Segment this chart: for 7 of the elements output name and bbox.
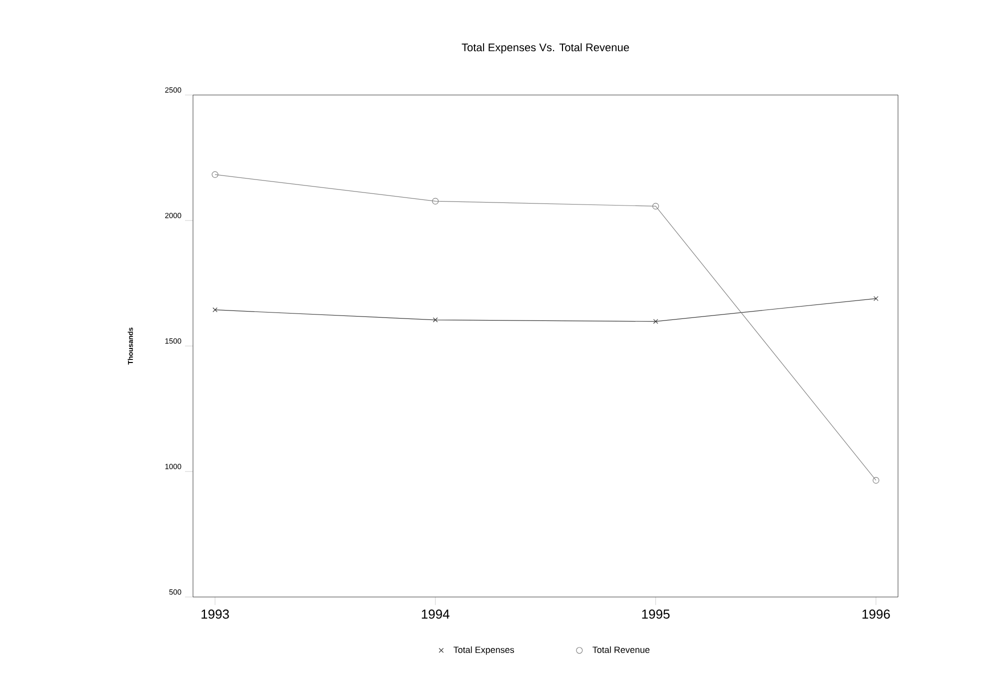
x-tick-label: 1996 [862, 610, 890, 619]
x-tick-label: 1993 [202, 610, 229, 619]
legend-label: Total Expenses [454, 646, 514, 655]
legend-label: Total Revenue [592, 646, 650, 653]
x-tick-label: 1995 [642, 610, 670, 619]
chart-title: Total Expenses Vs. Total Revenue [462, 43, 629, 54]
x-tick-label: 1994 [422, 610, 450, 619]
